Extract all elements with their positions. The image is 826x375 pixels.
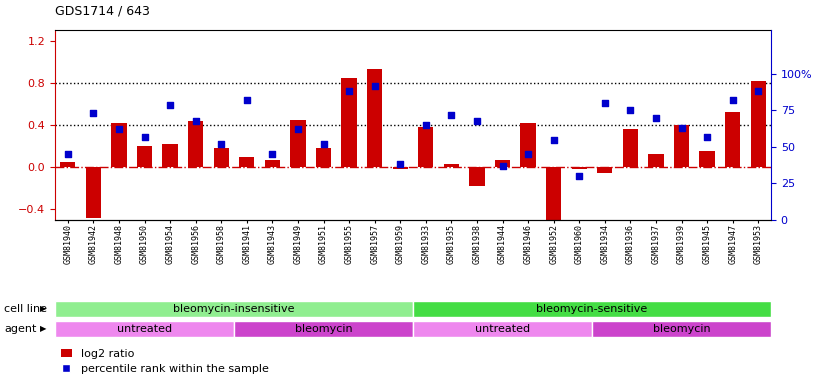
Bar xyxy=(674,125,689,167)
Bar xyxy=(367,69,382,167)
Bar xyxy=(234,321,413,337)
Bar xyxy=(469,167,485,186)
Point xyxy=(752,88,765,94)
Point xyxy=(189,118,202,124)
Bar xyxy=(264,160,280,167)
Point xyxy=(598,100,611,106)
Point xyxy=(317,141,330,147)
Bar xyxy=(648,153,663,167)
Point xyxy=(649,115,662,121)
Bar xyxy=(137,146,152,167)
Point xyxy=(572,173,586,179)
Bar xyxy=(623,129,638,167)
Bar xyxy=(495,160,510,167)
Bar xyxy=(597,167,612,172)
Point xyxy=(61,151,74,157)
Text: untreated: untreated xyxy=(475,324,530,334)
Bar xyxy=(418,127,434,167)
Text: GDS1714 / 643: GDS1714 / 643 xyxy=(55,5,150,18)
Bar xyxy=(341,78,357,167)
Bar xyxy=(751,81,766,167)
Point xyxy=(521,151,534,157)
Point xyxy=(624,107,637,113)
Bar xyxy=(55,301,413,317)
Point xyxy=(164,102,177,108)
Bar xyxy=(60,162,75,167)
Text: bleomycin-insensitive: bleomycin-insensitive xyxy=(173,304,295,314)
Text: ▶: ▶ xyxy=(40,304,47,313)
Point xyxy=(547,136,560,142)
Point xyxy=(419,122,432,128)
Legend: log2 ratio, percentile rank within the sample: log2 ratio, percentile rank within the s… xyxy=(60,348,268,374)
Point xyxy=(675,125,688,131)
Bar xyxy=(572,167,587,170)
Point xyxy=(496,163,509,169)
Bar xyxy=(444,164,459,167)
Point xyxy=(726,97,739,103)
Point xyxy=(138,134,151,140)
Point xyxy=(87,110,100,116)
Bar xyxy=(163,144,178,167)
Bar xyxy=(188,121,203,167)
Text: untreated: untreated xyxy=(117,324,172,334)
Bar xyxy=(316,148,331,167)
Bar xyxy=(700,152,714,167)
Text: bleomycin: bleomycin xyxy=(653,324,710,334)
Bar xyxy=(592,321,771,337)
Bar xyxy=(413,301,771,317)
Text: agent: agent xyxy=(4,324,36,334)
Bar xyxy=(55,321,234,337)
Bar xyxy=(239,157,254,167)
Bar xyxy=(520,123,536,167)
Bar xyxy=(413,321,592,337)
Point xyxy=(112,126,126,132)
Point xyxy=(368,82,382,88)
Point xyxy=(394,162,407,168)
Text: bleomycin: bleomycin xyxy=(295,324,353,334)
Point xyxy=(240,97,254,103)
Bar xyxy=(112,123,126,167)
Text: cell line: cell line xyxy=(4,304,47,314)
Point xyxy=(444,112,458,118)
Bar xyxy=(546,167,562,220)
Point xyxy=(266,151,279,157)
Text: ▶: ▶ xyxy=(40,324,47,333)
Bar xyxy=(86,167,101,218)
Bar xyxy=(725,112,740,167)
Bar xyxy=(392,167,408,170)
Point xyxy=(292,126,305,132)
Point xyxy=(700,134,714,140)
Point xyxy=(470,118,483,124)
Bar xyxy=(214,148,229,167)
Point xyxy=(215,141,228,147)
Bar xyxy=(290,120,306,167)
Point xyxy=(343,88,356,94)
Text: bleomycin-sensitive: bleomycin-sensitive xyxy=(536,304,648,314)
